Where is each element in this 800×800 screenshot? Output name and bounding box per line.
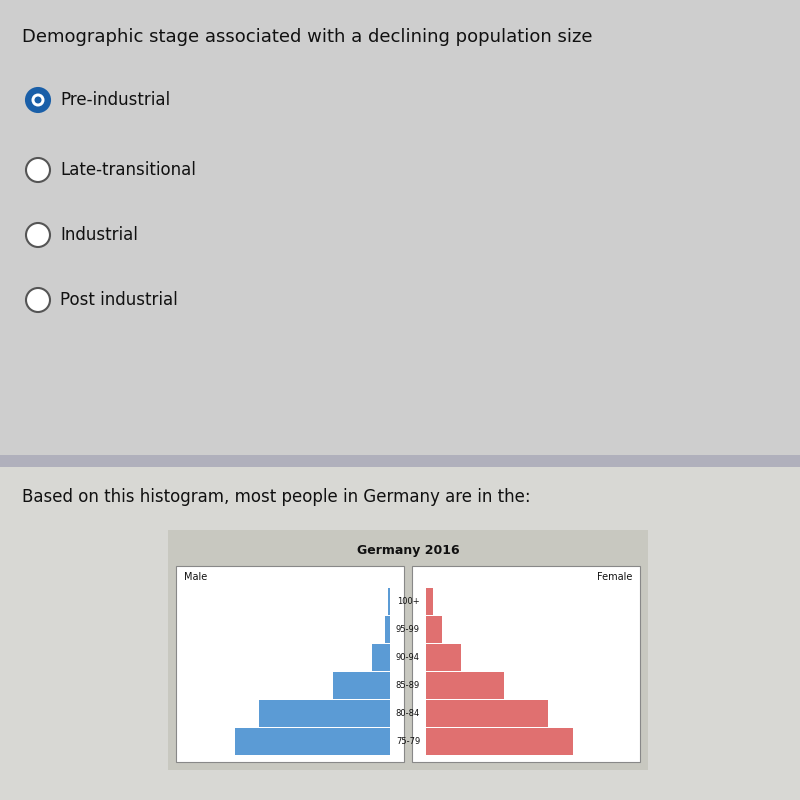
Text: 100+: 100+: [397, 597, 419, 606]
Bar: [426, 700, 549, 726]
Text: 75-79: 75-79: [396, 737, 420, 746]
Text: Industrial: Industrial: [60, 226, 138, 244]
Bar: [385, 616, 390, 642]
Bar: [412, 566, 640, 762]
Text: Based on this histogram, most people in Germany are in the:: Based on this histogram, most people in …: [22, 488, 530, 506]
Bar: [426, 728, 573, 754]
Text: Post industrial: Post industrial: [60, 291, 178, 309]
Bar: [388, 588, 390, 614]
Bar: [0, 0, 800, 460]
Text: Male: Male: [184, 572, 207, 582]
Circle shape: [26, 223, 50, 247]
Circle shape: [34, 97, 42, 103]
Bar: [426, 672, 503, 698]
Text: 90-94: 90-94: [396, 653, 420, 662]
Text: Germany 2016: Germany 2016: [357, 544, 459, 557]
Circle shape: [31, 94, 45, 106]
Bar: [372, 644, 390, 670]
Bar: [259, 700, 390, 726]
Text: Female: Female: [597, 572, 632, 582]
Text: 80-84: 80-84: [396, 709, 420, 718]
Circle shape: [26, 288, 50, 312]
Bar: [0, 455, 800, 467]
Bar: [426, 644, 461, 670]
Bar: [426, 616, 442, 642]
Bar: [168, 530, 648, 770]
Bar: [176, 566, 404, 762]
Text: Late-transitional: Late-transitional: [60, 161, 196, 179]
Circle shape: [26, 88, 50, 112]
Bar: [235, 728, 390, 754]
Bar: [426, 588, 434, 614]
Text: Demographic stage associated with a declining population size: Demographic stage associated with a decl…: [22, 28, 593, 46]
Bar: [0, 467, 800, 800]
Bar: [333, 672, 390, 698]
Text: 95-99: 95-99: [396, 625, 420, 634]
Circle shape: [26, 158, 50, 182]
Text: Pre-industrial: Pre-industrial: [60, 91, 170, 109]
Text: 85-89: 85-89: [396, 681, 420, 690]
